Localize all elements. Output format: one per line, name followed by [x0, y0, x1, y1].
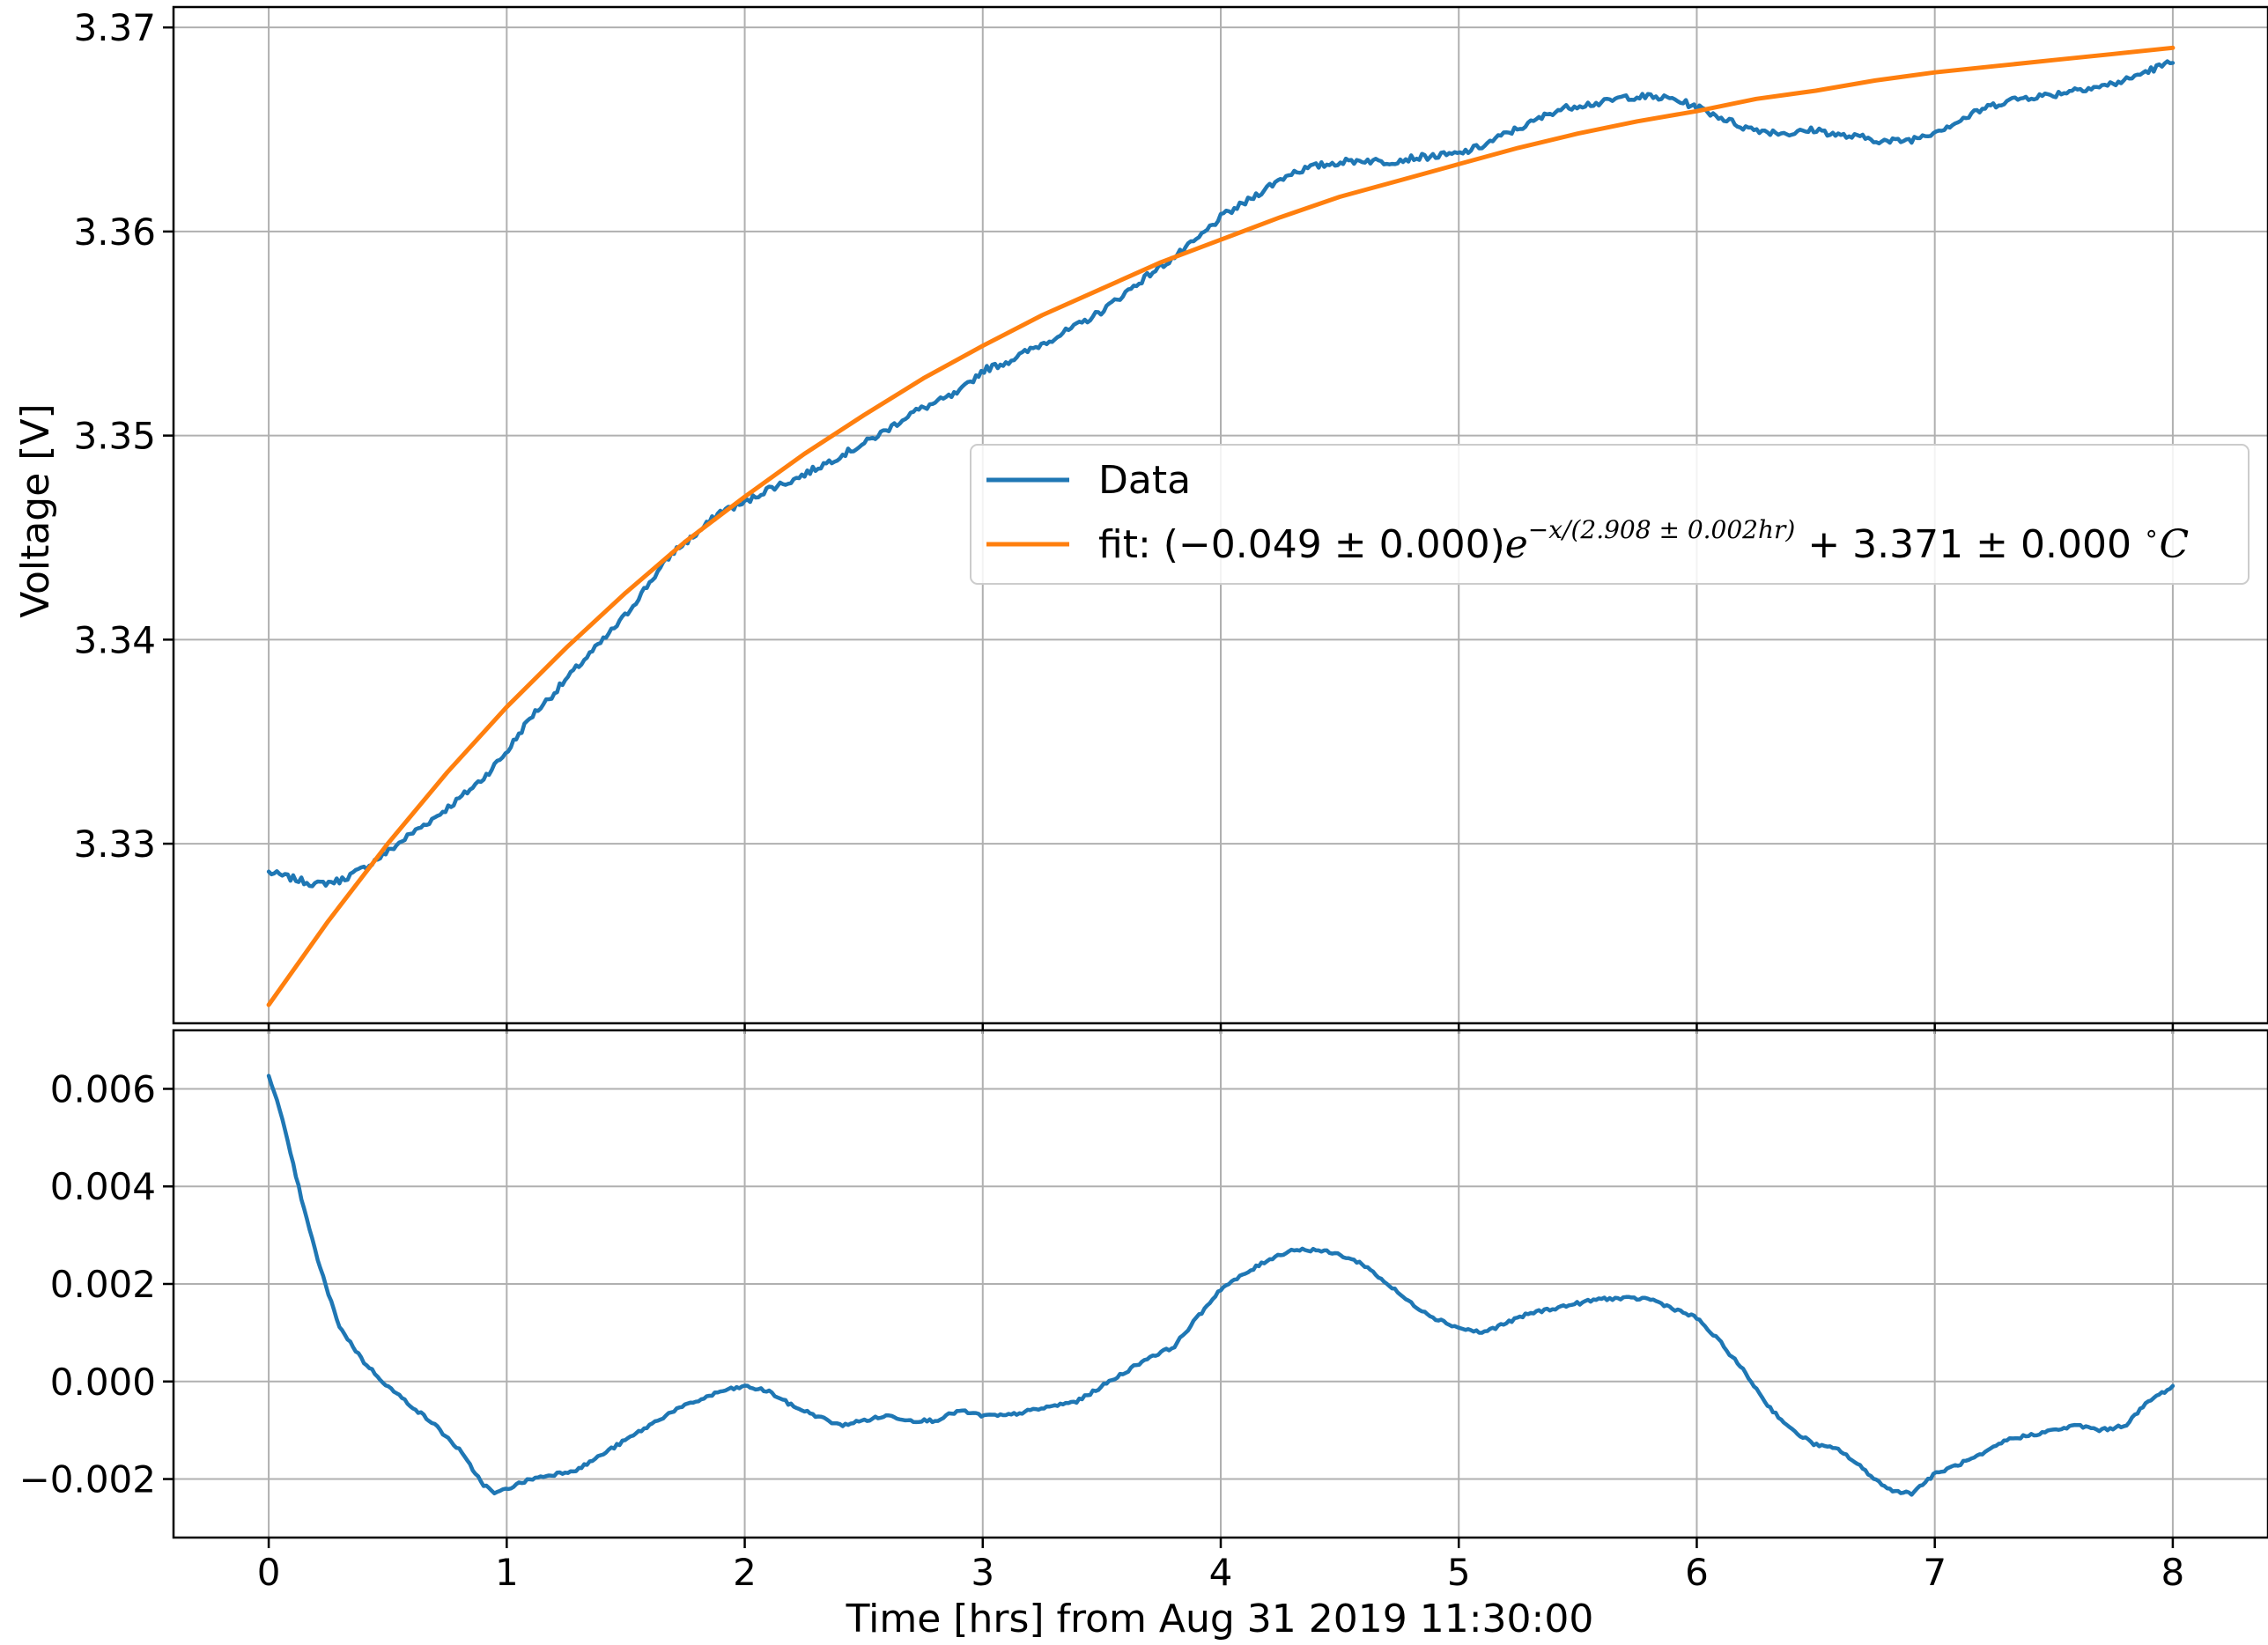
- fit-label-suffix: + 3.371 ± 0.000: [1795, 522, 2144, 567]
- x-tick-label: 5: [1447, 1551, 1471, 1594]
- fit-label-prefix: fit: (−0.049 ± 0.000): [1098, 522, 1505, 567]
- x-tick-label: 2: [733, 1551, 757, 1594]
- x-tick-label: 1: [495, 1551, 519, 1594]
- top-series-fit-line: [266, 45, 2176, 1007]
- top-y-tick-label: 3.33: [73, 822, 156, 866]
- top-panel: 3.33 3.34 3.35 3.36 3.37: [73, 5, 2268, 1034]
- legend-label-fit: fit: (−0.049 ± 0.000)e−x/(2.908 ± 0.002h…: [1098, 515, 2189, 567]
- x-tick-label: 8: [2161, 1551, 2185, 1594]
- legend-box: [970, 444, 2250, 585]
- y-axis-label: Voltage [V]: [13, 403, 58, 617]
- bottom-y-tick-label: 0.004: [50, 1165, 156, 1208]
- x-tick-label: 0: [257, 1551, 281, 1594]
- x-axis-label: Time [hrs] from Aug 31 2019 11:30:00: [846, 1597, 1594, 1641]
- x-tick-label: 7: [1923, 1551, 1947, 1594]
- fit-label-unit: C: [2159, 522, 2189, 567]
- top-y-tick-label: 3.35: [73, 415, 156, 458]
- fit-label-base: e: [1505, 522, 1528, 567]
- fit-label-exponent: −x/(2.908 ± 0.002hr): [1528, 515, 1796, 544]
- x-tick-label: 3: [971, 1551, 994, 1594]
- bottom-panel: 0 1 2 3 4 5 6 7 8 −0.002 0.000 0.002 0.004 0.006: [19, 1029, 2268, 1594]
- x-tick-label: 4: [1209, 1551, 1233, 1594]
- bottom-y-tick-label: 0.002: [50, 1263, 156, 1306]
- legend-label-data: Data: [1098, 458, 1191, 503]
- fit-label-degree: ∘: [2144, 519, 2160, 548]
- x-tick-label: 6: [1685, 1551, 1709, 1594]
- bottom-series-residual-line: [266, 1073, 2176, 1497]
- top-y-tick-label: 3.34: [73, 618, 156, 661]
- legend: Data fit: (−0.049 ± 0.000)e−x/(2.908 ± 0.…: [970, 444, 2250, 585]
- top-series-data-line: [266, 59, 2176, 889]
- bottom-y-tick-label: 0.000: [50, 1361, 156, 1404]
- bottom-y-tick-label: 0.006: [50, 1067, 156, 1110]
- top-y-tick-label: 3.37: [73, 6, 156, 49]
- top-y-tick-label: 3.36: [73, 210, 156, 254]
- bottom-y-tick-label: −0.002: [19, 1458, 156, 1501]
